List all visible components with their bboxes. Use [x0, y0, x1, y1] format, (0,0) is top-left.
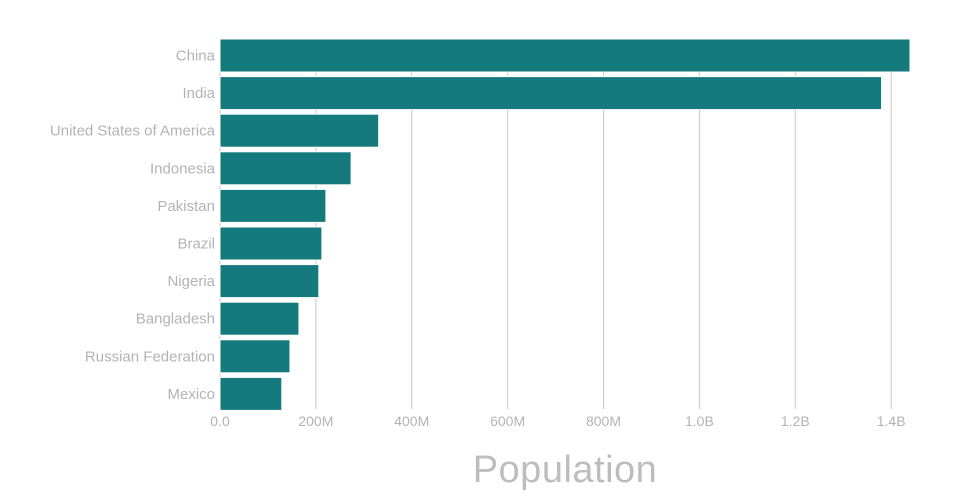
bar-russian-federation [219, 339, 291, 374]
x-tick-label: 1.2B [781, 413, 810, 429]
bar-nigeria [219, 264, 320, 299]
bar-pakistan [219, 188, 327, 223]
x-tick-label: 0.0 [210, 413, 230, 429]
bar-brazil [219, 226, 323, 261]
category-label: India [182, 85, 215, 102]
x-tick-label: 1.0B [685, 413, 714, 429]
category-label: Nigeria [167, 273, 215, 290]
bar-china [219, 38, 911, 73]
category-label: Pakistan [157, 198, 215, 215]
x-tick-label: 1.4B [877, 413, 906, 429]
x-axis-title: Population [473, 449, 658, 491]
category-label: Russian Federation [85, 348, 215, 365]
category-label: Indonesia [150, 160, 216, 177]
bars [219, 38, 911, 411]
category-label: Brazil [177, 236, 215, 253]
bar-bangladesh [219, 301, 300, 336]
category-label: China [176, 48, 216, 65]
category-label: Bangladesh [136, 311, 215, 328]
bar-mexico [219, 376, 283, 411]
category-label: Mexico [167, 386, 215, 403]
x-tick-label: 800M [586, 413, 621, 429]
category-label: United States of America [50, 123, 216, 140]
x-tick-label: 200M [298, 413, 333, 429]
x-tick-label: 400M [394, 413, 429, 429]
x-axis-ticks: 0.0 200M 400M 600M 800M 1.0B 1.2B 1.4B [210, 413, 905, 429]
bar-united-states-of-america [219, 113, 380, 148]
x-tick-label: 600M [490, 413, 525, 429]
category-labels: China India United States of America Indone… [50, 48, 216, 403]
bar-india [219, 76, 883, 111]
bar-indonesia [219, 151, 352, 186]
